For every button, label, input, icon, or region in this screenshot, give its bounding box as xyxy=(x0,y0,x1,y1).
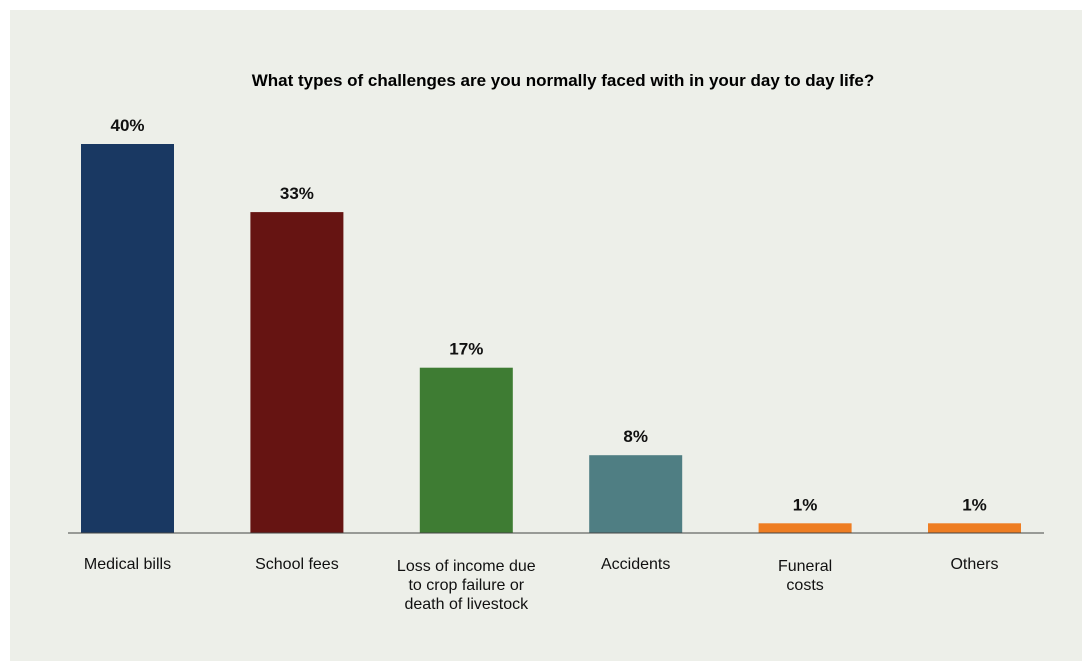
value-label-3: 8% xyxy=(623,427,648,446)
bar-3 xyxy=(589,455,683,533)
category-label-line: Accidents xyxy=(601,556,670,573)
value-label-4: 1% xyxy=(793,495,818,514)
bar-4 xyxy=(758,523,852,533)
category-label-line: Others xyxy=(950,556,998,573)
chart-panel xyxy=(10,10,1082,661)
value-label-1: 33% xyxy=(280,184,314,203)
value-label-0: 40% xyxy=(110,116,144,135)
bar-5 xyxy=(928,523,1021,533)
category-label-line: Loss of income due xyxy=(397,558,536,575)
bar-1 xyxy=(250,212,344,533)
category-label-line: death of livestock xyxy=(404,596,529,613)
category-label-line: Medical bills xyxy=(84,556,171,573)
category-label-2: Loss of income due to crop failure or deat… xyxy=(397,558,536,613)
category-label-line: School fees xyxy=(255,556,339,573)
category-label-1: School fees xyxy=(255,556,339,573)
bar-2 xyxy=(419,367,513,533)
chart-title: What types of challenges are you normall… xyxy=(252,71,875,90)
category-label-line: to crop failure or xyxy=(408,577,524,594)
category-label-3: Accidents xyxy=(601,556,670,573)
category-label-4: Funeral costs xyxy=(778,558,832,594)
value-label-2: 17% xyxy=(449,340,483,359)
bar-0 xyxy=(81,144,174,533)
category-label-5: Others xyxy=(950,556,998,573)
category-label-line: costs xyxy=(786,577,823,594)
category-label-line: Funeral xyxy=(778,558,832,575)
category-label-0: Medical bills xyxy=(84,556,171,573)
value-label-5: 1% xyxy=(962,495,987,514)
bars-layer: 40% Medical bills 33% School fees 17% Loss of… xyxy=(81,116,1021,613)
